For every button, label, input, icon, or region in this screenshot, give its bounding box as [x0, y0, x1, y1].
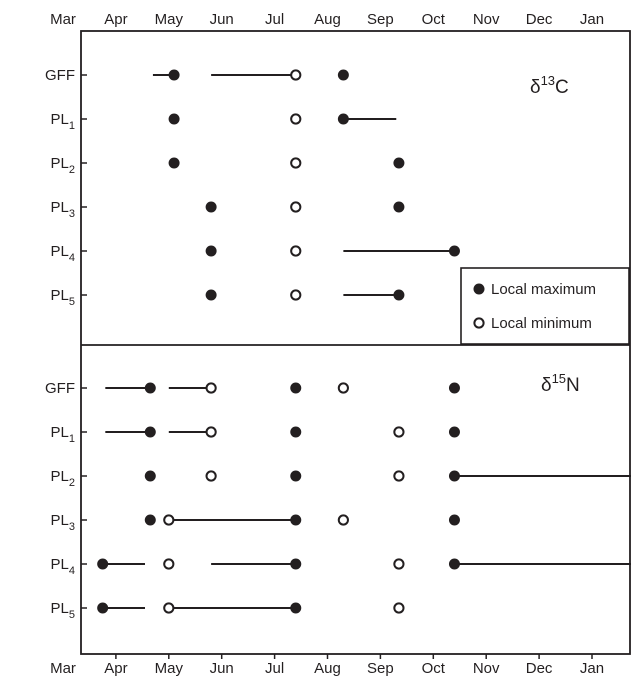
legend: Local maximum Local minimum [460, 267, 630, 345]
top-month-label: Sep [367, 11, 394, 28]
local-maximum-point [144, 470, 156, 482]
local-maximum-point [448, 558, 460, 570]
bottom-month-label: Aug [314, 660, 341, 677]
local-maximum-point [290, 470, 302, 482]
local-minimum-point [393, 558, 405, 570]
legend-label-minimum: Local minimum [491, 315, 592, 332]
local-maximum-point [448, 245, 460, 257]
local-minimum-point [337, 382, 349, 394]
local-maximum-point [290, 426, 302, 438]
local-maximum-point [393, 157, 405, 169]
panel-d13c: GFF PL1 PL2 PL3 PL4 PL5 δ13C [45, 67, 569, 308]
top-month-label: Mar [50, 11, 76, 28]
local-minimum-point [290, 157, 302, 169]
category-label: PL2 [51, 155, 75, 176]
local-minimum-point [290, 201, 302, 213]
local-maximum-point [97, 558, 109, 570]
local-minimum-point [393, 470, 405, 482]
local-maximum-point [448, 426, 460, 438]
top-month-label: Aug [314, 11, 341, 28]
bottom-month-label: Apr [104, 660, 127, 677]
category-label: PL4 [51, 243, 75, 264]
bottom-month-axis: Mar Apr May Jun Jul Aug Sep Oct Nov Dec Jan [50, 654, 604, 677]
local-maximum-point [144, 382, 156, 394]
local-maximum-point [168, 157, 180, 169]
top-month-axis: Mar Apr May Jun Jul Aug Sep Oct Nov Dec Jan [50, 11, 604, 28]
category-label: PL3 [51, 512, 75, 533]
top-month-label: Jun [210, 11, 234, 28]
local-maximum-point [337, 113, 349, 125]
panel-title: δ15N [541, 371, 580, 396]
bottom-month-label: Nov [473, 660, 500, 677]
local-maximum-point [290, 558, 302, 570]
local-minimum-point [163, 602, 175, 614]
legend-label-maximum: Local maximum [491, 281, 596, 298]
local-maximum-point [97, 602, 109, 614]
local-minimum-point [163, 558, 175, 570]
local-maximum-point [448, 470, 460, 482]
top-month-label: Jan [580, 11, 604, 28]
category-label: PL2 [51, 468, 75, 489]
local-minimum-point [290, 289, 302, 301]
bottom-month-label: Sep [367, 660, 394, 677]
local-maximum-point [448, 382, 460, 394]
panel-title: δ13C [530, 73, 569, 98]
bottom-month-label: Mar [50, 660, 76, 677]
legend-box [460, 267, 630, 345]
local-maximum-point [337, 69, 349, 81]
bottom-month-label: Jul [265, 660, 284, 677]
local-maximum-point [448, 514, 460, 526]
bottom-month-label: Dec [526, 660, 553, 677]
bottom-month-label: Jan [580, 660, 604, 677]
local-maximum-point [393, 289, 405, 301]
local-minimum-point [290, 69, 302, 81]
top-month-label: May [155, 11, 184, 28]
local-minimum-point [393, 426, 405, 438]
local-maximum-point [205, 245, 217, 257]
local-maximum-point [393, 201, 405, 213]
bottom-month-label: Oct [422, 660, 446, 677]
category-label: PL1 [51, 424, 75, 445]
local-maximum-point [144, 514, 156, 526]
local-minimum-point [163, 514, 175, 526]
top-month-label: Jul [265, 11, 284, 28]
local-minimum-point [290, 245, 302, 257]
local-maximum-point [290, 514, 302, 526]
local-minimum-point [205, 470, 217, 482]
category-label: GFF [45, 67, 75, 84]
local-minimum-point [337, 514, 349, 526]
local-maximum-point [290, 602, 302, 614]
top-month-label: Apr [104, 11, 127, 28]
legend-marker-minimum [473, 317, 485, 329]
category-label: PL1 [51, 111, 75, 132]
local-maximum-point [205, 289, 217, 301]
plot-frame [80, 30, 631, 655]
bottom-month-label: Jun [210, 660, 234, 677]
category-label: PL5 [51, 287, 75, 308]
category-label: PL3 [51, 199, 75, 220]
category-label: PL4 [51, 556, 75, 577]
local-maximum-point [168, 113, 180, 125]
legend-marker-maximum [473, 283, 485, 295]
local-maximum-point [205, 201, 217, 213]
local-minimum-point [393, 602, 405, 614]
local-maximum-point [168, 69, 180, 81]
category-label: PL5 [51, 600, 75, 621]
top-month-label: Dec [526, 11, 553, 28]
local-maximum-point [290, 382, 302, 394]
local-minimum-point [205, 382, 217, 394]
bottom-month-label: May [155, 660, 184, 677]
top-month-label: Oct [422, 11, 446, 28]
local-minimum-point [205, 426, 217, 438]
local-minimum-point [290, 113, 302, 125]
top-month-label: Nov [473, 11, 500, 28]
panel-d15n: GFF PL1 PL2 PL3 PL4 PL5 δ15N [45, 371, 631, 621]
local-maximum-point [144, 426, 156, 438]
category-label: GFF [45, 380, 75, 397]
